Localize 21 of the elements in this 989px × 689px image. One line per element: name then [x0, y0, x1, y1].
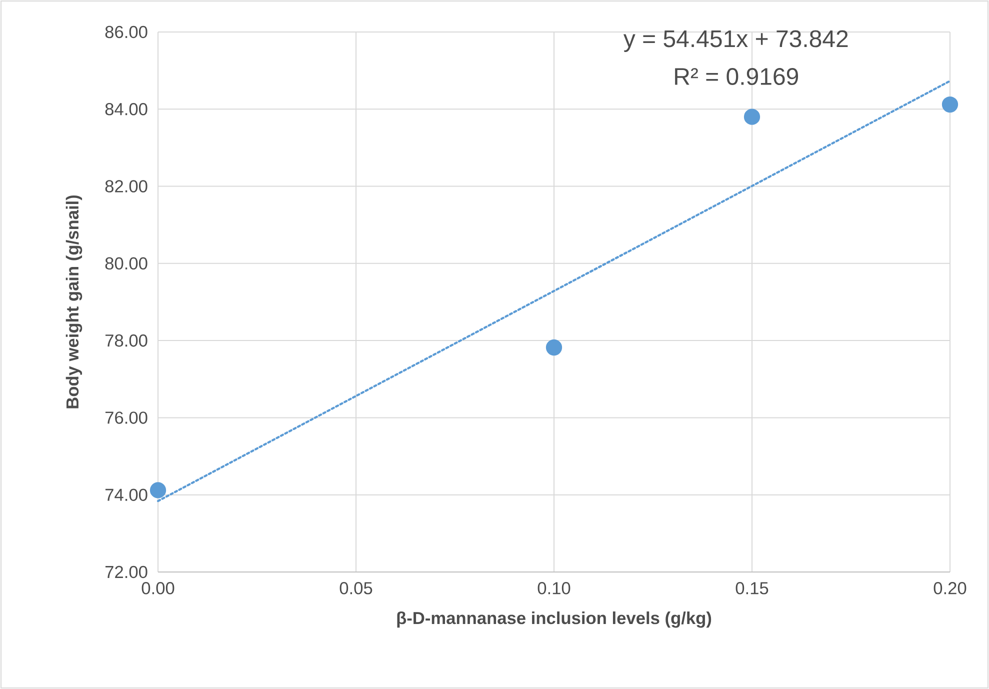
x-axis-title: β-D-mannanase inclusion levels (g/kg) [397, 611, 712, 628]
annotation: y = 54.451x + 73.842 [623, 30, 848, 52]
point [546, 339, 562, 356]
x-tick-label: 0.15 [736, 582, 768, 594]
point [150, 482, 166, 498]
y-axis-title: Body weight gain (g/snail) [66, 195, 82, 408]
x-tick-label: 0.00 [142, 582, 174, 594]
x-tick-label: 0.20 [934, 582, 966, 594]
y-tick-label: 78.00 [105, 334, 148, 347]
x-tick-label: 0.05 [340, 582, 372, 594]
y-tick-label: 72.00 [105, 566, 148, 578]
point [942, 96, 958, 113]
y-tick-label: 80.00 [105, 257, 148, 270]
point [744, 108, 760, 125]
y-tick-label: 74.00 [105, 488, 148, 501]
annotation: R² = 0.9169 [675, 68, 798, 86]
x-tick-label: 0.10 [538, 582, 570, 594]
y-tick-label: 82.00 [105, 180, 148, 192]
y-tick-label: 86.00 [105, 26, 148, 38]
y-tick-label: 76.00 [105, 412, 148, 424]
y-tick-label: 84.00 [105, 102, 148, 116]
